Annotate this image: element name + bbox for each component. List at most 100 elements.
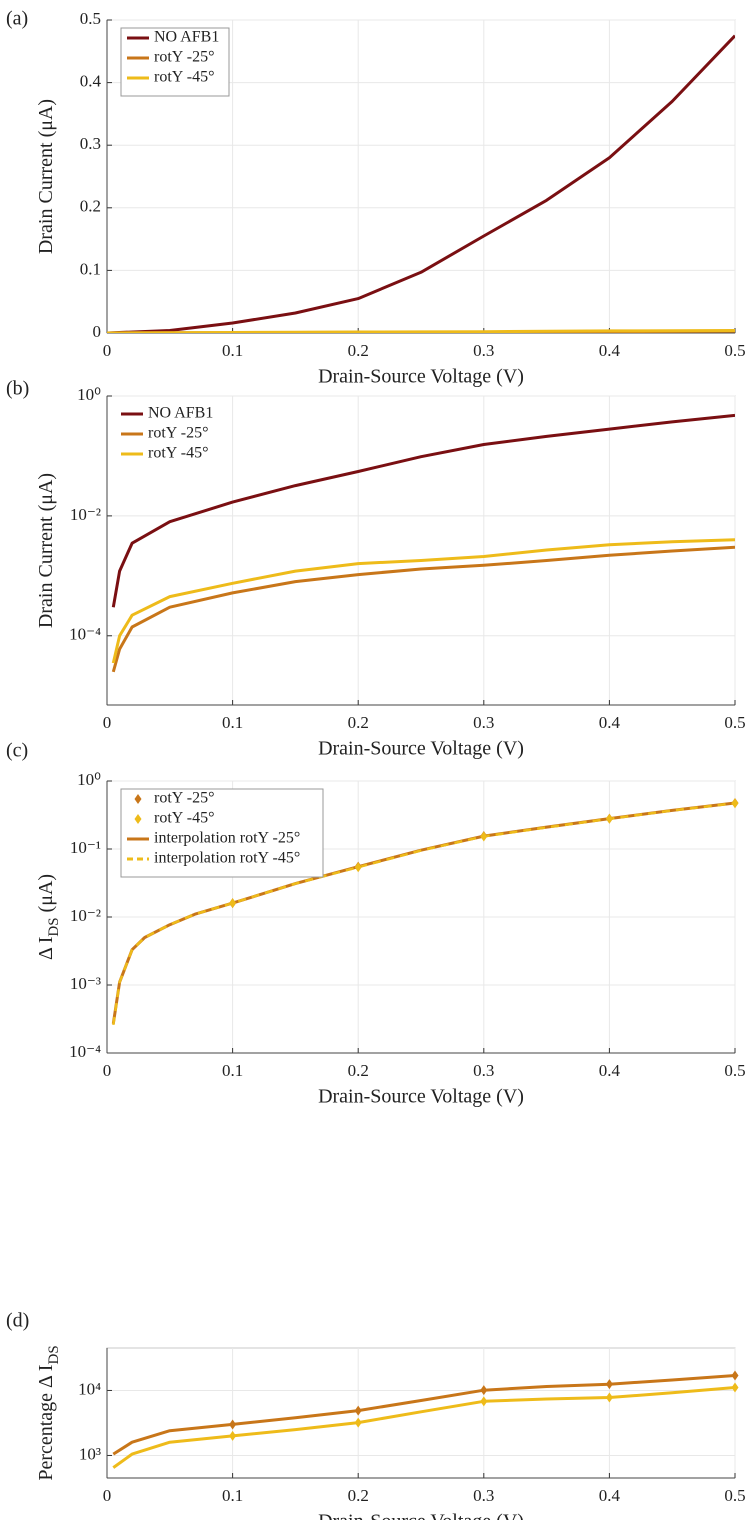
x-tick-label: 0: [103, 713, 112, 732]
series-line: [107, 329, 735, 333]
y-axis-label-part: (μA): [35, 874, 57, 918]
x-tick-label: 0.5: [724, 1061, 745, 1080]
x-tick-label: 0: [103, 341, 112, 360]
y-axis-label: Δ IDS (μA): [35, 874, 63, 960]
y-tick-label: 0.3: [80, 134, 101, 153]
y-tick-label: 0: [93, 322, 102, 341]
marker: [229, 1430, 237, 1441]
y-axis-label: Drain Current (μA): [35, 473, 57, 628]
panel-label: (a): [6, 8, 28, 30]
y-tick-label: 10⁻²: [70, 906, 101, 925]
marker: [354, 862, 362, 873]
y-axis-label-part: Drain Current (μA): [35, 99, 57, 254]
x-tick-label: 0: [103, 1486, 112, 1505]
marker: [229, 898, 237, 909]
y-axis-label-part: DS: [46, 1345, 62, 1364]
x-tick-label: 0.4: [599, 713, 621, 732]
y-tick-label: 10⁻⁴: [69, 1042, 101, 1061]
y-axis-label-part: DS: [46, 917, 62, 936]
y-tick-label: 10⁻¹: [70, 838, 101, 857]
legend-label: rotY -25°: [148, 425, 208, 442]
x-tick-label: 0.5: [724, 341, 745, 360]
legend-label: rotY -45°: [154, 810, 214, 827]
marker: [354, 1405, 362, 1416]
x-tick-label: 0.3: [473, 713, 494, 732]
series-line: [107, 34, 735, 333]
series-line: [112, 801, 735, 1025]
legend-label: rotY -45°: [148, 445, 208, 462]
legend-swatch: [134, 814, 142, 824]
series-group: [111, 413, 735, 673]
y-tick-label: 10³: [79, 1444, 101, 1463]
series-line: [112, 1386, 735, 1469]
x-tick-label: 0.4: [599, 341, 621, 360]
x-axis-label: Drain-Source Voltage (V): [318, 1086, 524, 1108]
y-axis-label-part: Δ I: [35, 937, 57, 960]
series-group: [107, 34, 735, 333]
series-line: [111, 545, 735, 673]
x-tick-label: 0: [103, 1061, 112, 1080]
plot-area: [106, 395, 736, 706]
legend-label: interpolation rotY -25°: [154, 830, 300, 847]
marker: [480, 1385, 488, 1396]
y-tick-label: 10⁻⁴: [69, 625, 101, 644]
x-tick-label: 0.2: [348, 713, 369, 732]
y-tick-label: 10⁻³: [70, 974, 101, 993]
x-tick-label: 0.1: [222, 1486, 243, 1505]
legend-label: rotY -45°: [154, 69, 214, 86]
series-group: [111, 801, 735, 1025]
series-line: [111, 413, 735, 608]
x-tick-label: 0.1: [222, 1061, 243, 1080]
y-tick-label: 0.4: [80, 72, 102, 91]
marker: [605, 1379, 613, 1390]
y-tick-label: 0.5: [80, 9, 101, 28]
y-tick-label: 0.1: [80, 259, 101, 278]
marker: [731, 798, 739, 809]
y-tick-label: 10⁻²: [70, 505, 101, 524]
series-line: [111, 538, 735, 664]
legend-label: NO AFB1: [148, 405, 213, 422]
marker: [731, 1382, 739, 1393]
x-tick-label: 0.5: [724, 713, 745, 732]
marker: [731, 1370, 739, 1381]
y-axis-label: Drain Current (μA): [35, 99, 57, 254]
x-tick-label: 0.4: [599, 1486, 621, 1505]
series-group: [112, 1374, 735, 1469]
legend-label: rotY -25°: [154, 790, 214, 807]
series-line: [112, 1374, 735, 1456]
x-axis-label: Drain-Source Voltage (V): [318, 738, 524, 760]
x-tick-label: 0.1: [222, 713, 243, 732]
y-axis-label-part: Drain Current (μA): [35, 473, 57, 628]
y-axis-label-part: Percentage Δ I: [35, 1365, 57, 1481]
x-tick-label: 0.3: [473, 1061, 494, 1080]
x-tick-label: 0.4: [599, 1061, 621, 1080]
marker: [605, 813, 613, 824]
panel-label: (c): [6, 740, 28, 762]
x-tick-label: 0.1: [222, 341, 243, 360]
x-tick-label: 0.3: [473, 341, 494, 360]
y-tick-label: 10⁰: [77, 385, 101, 404]
x-axis-label: Drain-Source Voltage (V): [318, 1511, 524, 1520]
legend-swatch: [134, 794, 142, 804]
legend-box: [120, 788, 324, 878]
y-axis-label: Percentage Δ IDS: [35, 1345, 63, 1480]
marker: [480, 1396, 488, 1407]
y-tick-label: 0.2: [80, 197, 101, 216]
x-axis-label: Drain-Source Voltage (V): [318, 366, 524, 388]
panel-label: (b): [6, 378, 29, 400]
x-tick-label: 0.2: [348, 341, 369, 360]
legend-label: rotY -25°: [154, 49, 214, 66]
x-tick-label: 0.3: [473, 1486, 494, 1505]
x-tick-label: 0.5: [724, 1486, 745, 1505]
x-tick-label: 0.2: [348, 1061, 369, 1080]
marker: [229, 1419, 237, 1430]
marker: [480, 831, 488, 842]
y-tick-label: 10⁰: [77, 770, 101, 789]
legend-label: interpolation rotY -45°: [154, 850, 300, 867]
y-tick-label: 10⁴: [78, 1379, 101, 1398]
marker: [605, 1392, 613, 1403]
marker: [354, 1417, 362, 1428]
legend-label: NO AFB1: [154, 29, 219, 46]
